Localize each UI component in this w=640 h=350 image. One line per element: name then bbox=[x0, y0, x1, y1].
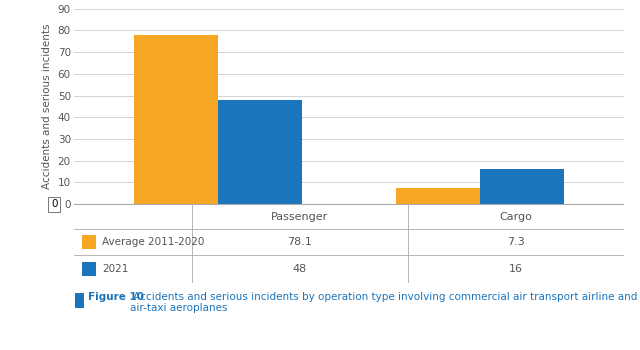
Bar bbox=[75, 293, 83, 308]
Bar bbox=[480, 169, 564, 204]
Text: Average 2011-2020: Average 2011-2020 bbox=[102, 237, 205, 247]
Bar bbox=[396, 188, 480, 204]
Text: 0: 0 bbox=[51, 199, 58, 209]
Y-axis label: Accidents and serious incidents: Accidents and serious incidents bbox=[42, 24, 52, 189]
Bar bbox=[82, 262, 95, 276]
Text: 16: 16 bbox=[509, 264, 523, 274]
Text: Passenger: Passenger bbox=[271, 212, 328, 222]
Text: 48: 48 bbox=[292, 264, 307, 274]
Text: Accidents and serious incidents by operation type involving commercial air trans: Accidents and serious incidents by opera… bbox=[130, 292, 637, 313]
Bar bbox=[218, 100, 301, 204]
Text: 2021: 2021 bbox=[102, 264, 129, 274]
Bar bbox=[82, 235, 95, 249]
Text: Figure 10: Figure 10 bbox=[88, 292, 144, 302]
Text: Cargo: Cargo bbox=[499, 212, 532, 222]
Text: 7.3: 7.3 bbox=[507, 237, 525, 247]
Bar bbox=[134, 35, 218, 204]
Text: 78.1: 78.1 bbox=[287, 237, 312, 247]
